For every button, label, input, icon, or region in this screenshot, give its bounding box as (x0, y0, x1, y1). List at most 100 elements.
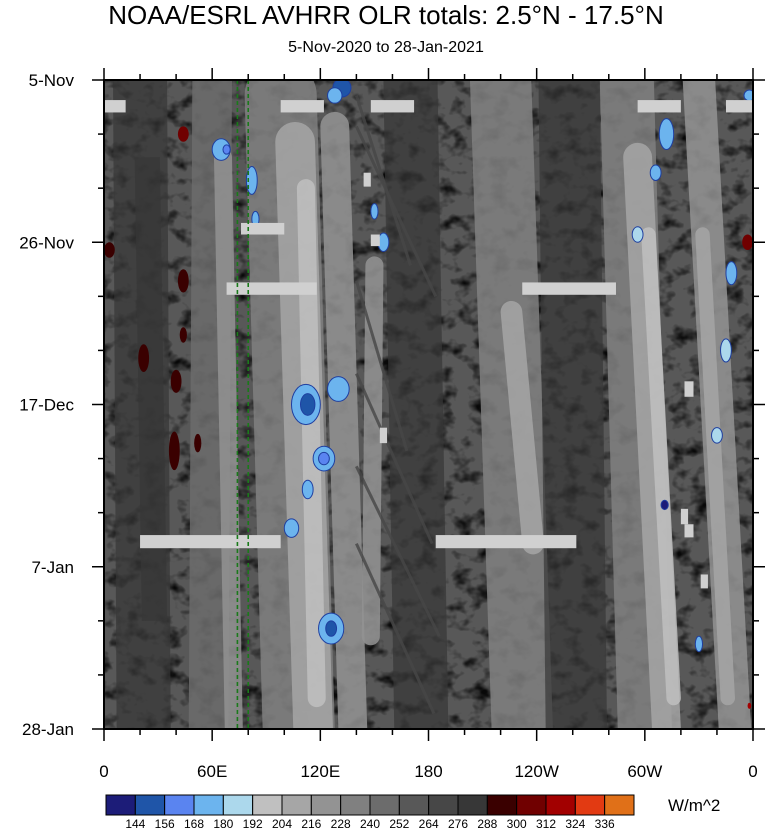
convection-band (695, 227, 735, 706)
y-tick-label: 26-Nov (19, 233, 74, 252)
deep-convection-cell (649, 164, 662, 181)
deep-convection-cell (711, 427, 723, 444)
clear-sky-region (134, 157, 168, 622)
chart-subtitle: 5-Nov-2020 to 28-Jan-2021 (288, 39, 484, 56)
axes: 0 60E 120E 180 120W 60W 0 5-Nov 26-Nov 17-Dec 7-Ja… (19, 68, 765, 781)
deep-convection-cell (660, 499, 669, 511)
missing-data-strip (104, 100, 126, 113)
colorbar-tick-label: 300 (507, 817, 527, 830)
colorbar-swatch (398, 794, 430, 816)
deep-convection-cell (327, 376, 350, 402)
colorbar-swatch (516, 794, 547, 816)
y-tick-label: 28-Jan (22, 720, 74, 739)
colorbar-tick-label: 252 (389, 817, 409, 830)
high-olr-patch (168, 431, 180, 471)
colorbar-tick-label: 288 (477, 817, 497, 830)
colorbar-tick-label: 192 (243, 817, 263, 830)
colorbar-swatch (164, 794, 195, 816)
missing-data-strip (637, 100, 681, 113)
missing-data-strip (370, 100, 415, 113)
colorbar-tick-label: 204 (272, 817, 292, 830)
colorbar-swatch (604, 794, 635, 816)
propagation-streak (355, 542, 436, 715)
clear-sky-region (383, 80, 449, 729)
colorbar-tick-label: 156 (155, 817, 175, 830)
colorbar-tick-label: 228 (331, 817, 351, 830)
plot-area (104, 80, 753, 729)
convection-band (500, 300, 544, 555)
deep-convection-cell (300, 393, 316, 416)
missing-data-strip (680, 508, 689, 525)
chart-title: NOAA/ESRL AVHRR OLR totals: 2.5°N - 17.5… (108, 0, 664, 30)
colorbar-tick-label: 240 (360, 817, 380, 830)
missing-data-strip (241, 222, 285, 235)
missing-data-strip (226, 282, 317, 295)
deep-convection-cell (725, 261, 738, 286)
colorbar-tick-label: 144 (125, 817, 145, 830)
missing-data-strip (684, 524, 694, 538)
colorbar-swatch (105, 794, 136, 816)
high-olr-patch (177, 126, 189, 142)
deep-convection-cell (658, 118, 675, 151)
colorbar-units: W/m^2 (668, 796, 720, 815)
deep-convection-cell (301, 479, 314, 500)
convection-band (213, 148, 243, 729)
high-olr-patch (104, 242, 115, 258)
high-olr-patch (138, 344, 150, 373)
colorbar-tick-label: 180 (213, 817, 233, 830)
colorbar-swatch (457, 794, 488, 816)
deep-convection-cell (222, 144, 231, 155)
high-olr-patch (747, 702, 752, 709)
deep-convection-cell (694, 635, 704, 653)
colorbar-swatch (310, 794, 342, 816)
high-olr-patch (170, 369, 182, 393)
x-tick-label: 120E (300, 762, 340, 781)
y-tick-label: 7-Jan (31, 558, 74, 577)
colorbar-tick-label: 168 (184, 817, 204, 830)
convection-band (641, 227, 681, 706)
deep-convection-cell (327, 87, 343, 104)
missing-data-strip (363, 172, 371, 187)
missing-data-strip (379, 427, 388, 444)
missing-data-strip (140, 535, 281, 549)
colorbar-swatch (252, 794, 283, 816)
deep-convection-cell (245, 166, 258, 195)
colorbar-tick-label: 336 (595, 817, 615, 830)
colorbar-swatch (574, 794, 606, 816)
x-tick-label: 0 (748, 762, 757, 781)
colorbar-swatch (134, 794, 166, 816)
missing-data-strip (700, 574, 708, 589)
x-tick-label: 60E (197, 762, 227, 781)
colorbar: 144 156 168 180 192 204 216 228 240 252 264 276 288 3… (105, 794, 720, 830)
y-tick-label: 5-Nov (29, 71, 75, 90)
high-olr-patch (742, 234, 753, 250)
high-olr-patch (179, 327, 187, 343)
high-olr-patch (194, 433, 202, 453)
colorbar-tick-label: 324 (565, 817, 585, 830)
colorbar-swatch (545, 794, 576, 816)
colorbar-swatch (340, 794, 371, 816)
colorbar-tick-label: 312 (536, 817, 556, 830)
colorbar-tick-label: 264 (419, 817, 439, 830)
propagation-streak (354, 94, 412, 266)
deep-convection-cell (318, 451, 330, 466)
y-tick-label: 17-Dec (19, 396, 74, 415)
deep-convection-cell (370, 203, 379, 220)
convection-band (188, 80, 232, 729)
colorbar-swatch (428, 794, 459, 816)
colorbar-swatch (193, 794, 224, 816)
colorbar-swatch (281, 794, 312, 816)
missing-data-strip (725, 100, 753, 113)
clear-sky-region (538, 80, 607, 729)
deep-convection-cell (631, 226, 644, 243)
convection-band (296, 179, 326, 708)
missing-data-strip (280, 100, 324, 113)
x-tick-label: 0 (99, 762, 108, 781)
colorbar-tick-label: 216 (301, 817, 321, 830)
missing-data-strip (435, 535, 577, 549)
propagation-streak (354, 280, 409, 452)
propagation-streak (355, 465, 441, 637)
colorbar-swatch (222, 794, 254, 816)
colorbar-tick-label: 276 (448, 817, 468, 830)
